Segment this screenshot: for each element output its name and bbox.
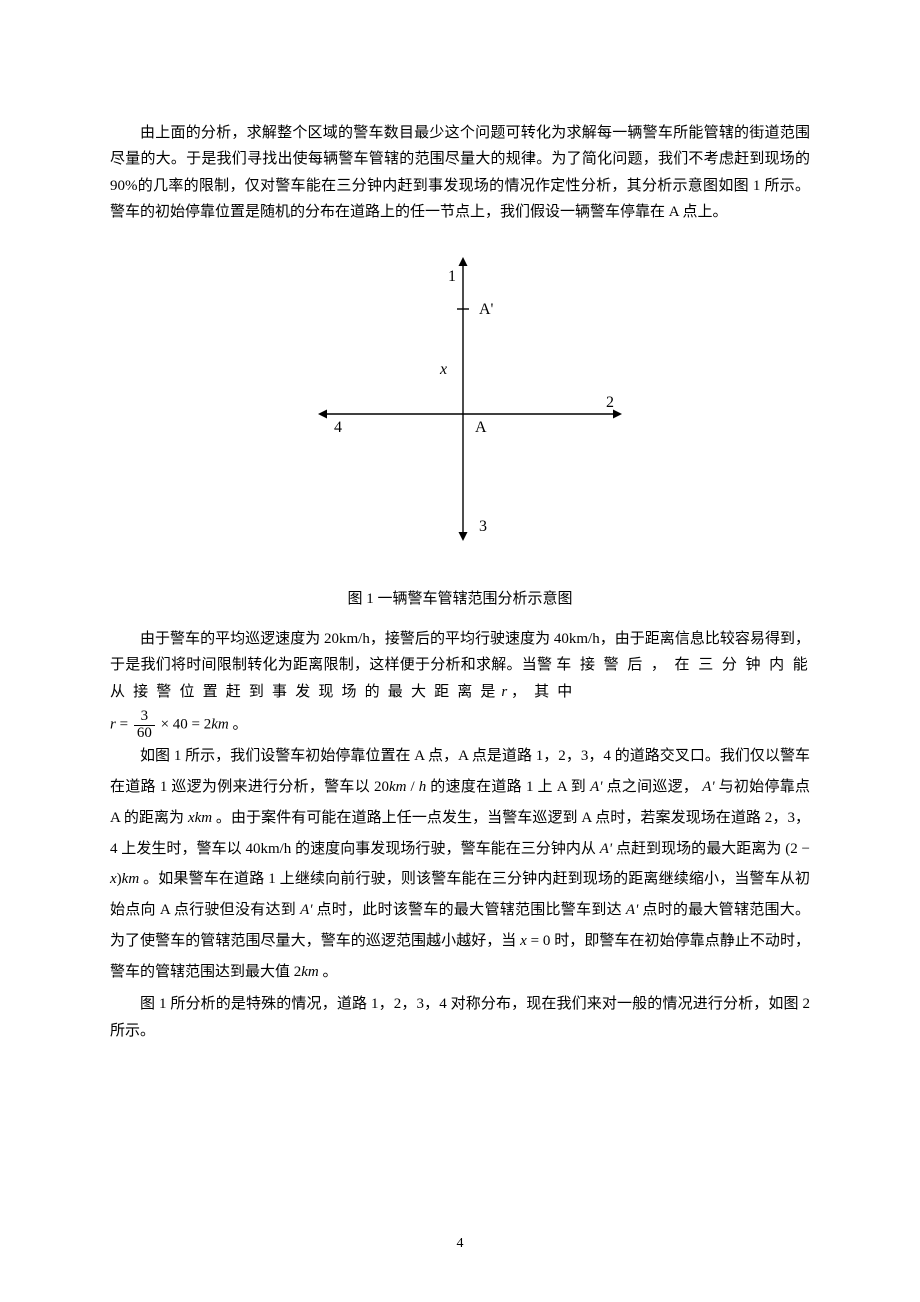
paragraph-4: 图 1 所分析的是特殊的情况，道路 1，2，3，4 对称分布，现在我们来对一般的… bbox=[110, 991, 810, 1044]
formula-forty: 40 bbox=[173, 716, 188, 732]
p3-aprime-4: A' bbox=[300, 902, 312, 918]
p2-text-after-r: ， 其 中 bbox=[511, 684, 575, 700]
formula-r: r = 3 60 × 40 = 2km 。 bbox=[110, 709, 810, 742]
p3-xkm: xkm bbox=[188, 810, 212, 826]
paragraph-3: 如图 1 所示，我们设警车初始停靠位置在 A 点，A 点是道路 1，2，3，4 … bbox=[110, 741, 810, 987]
formula-times: × bbox=[161, 716, 169, 732]
label-x: x bbox=[439, 361, 447, 378]
formula-eq1: = bbox=[120, 716, 128, 732]
p3-aprime-2: A' bbox=[702, 779, 714, 795]
figure-1-caption: 图 1 一辆警车管辖范围分析示意图 bbox=[110, 587, 810, 608]
p3-aprime-5: A' bbox=[626, 902, 638, 918]
p3-c: 点之间巡逻， bbox=[607, 779, 699, 795]
formula-fraction: 3 60 bbox=[134, 709, 155, 742]
label-a: A bbox=[475, 419, 487, 436]
p3-h: 点时，此时该警车的最大管辖范围比警车到达 bbox=[316, 902, 621, 918]
formula-den: 60 bbox=[134, 726, 155, 742]
label-2: 2 bbox=[606, 394, 614, 411]
p3-speed: 20km / h bbox=[374, 779, 426, 795]
page: 由上面的分析，求解整个区域的警车数目最少这个问题可转化为求解每一辆警车所能管辖的… bbox=[0, 0, 920, 1302]
label-3: 3 bbox=[479, 518, 487, 535]
p3-aprime-3: A' bbox=[600, 841, 612, 857]
formula-tail: 。 bbox=[233, 716, 248, 732]
p3-2km: 2km bbox=[294, 964, 319, 980]
formula-result-unit: km bbox=[211, 716, 229, 732]
figure-1: 1 2 3 4 A A' x bbox=[110, 239, 810, 559]
p2-r: r bbox=[501, 684, 507, 700]
formula-num: 3 bbox=[134, 709, 155, 726]
page-number: 4 bbox=[0, 1236, 920, 1252]
label-a-prime: A' bbox=[479, 301, 494, 318]
p3-k: 。 bbox=[323, 964, 338, 980]
p3-xeq0: x = 0 bbox=[520, 933, 550, 949]
paragraph-2: 由于警车的平均巡逻速度为 20km/h，接警后的平均行驶速度为 40km/h，由… bbox=[110, 626, 810, 705]
figure-1-svg: 1 2 3 4 A A' x bbox=[280, 239, 640, 559]
paragraph-1: 由上面的分析，求解整个区域的警车数目最少这个问题可转化为求解每一辆警车所能管辖的… bbox=[110, 120, 810, 225]
formula-lhs: r bbox=[110, 716, 116, 732]
label-4: 4 bbox=[334, 419, 342, 436]
formula-eq2: = bbox=[192, 716, 200, 732]
p3-aprime-1: A' bbox=[590, 779, 602, 795]
label-1: 1 bbox=[448, 268, 456, 285]
p3-b: 的速度在道路 1 上 A 到 bbox=[430, 779, 586, 795]
p3-f: 点赶到现场的最大距离为 bbox=[616, 841, 782, 857]
